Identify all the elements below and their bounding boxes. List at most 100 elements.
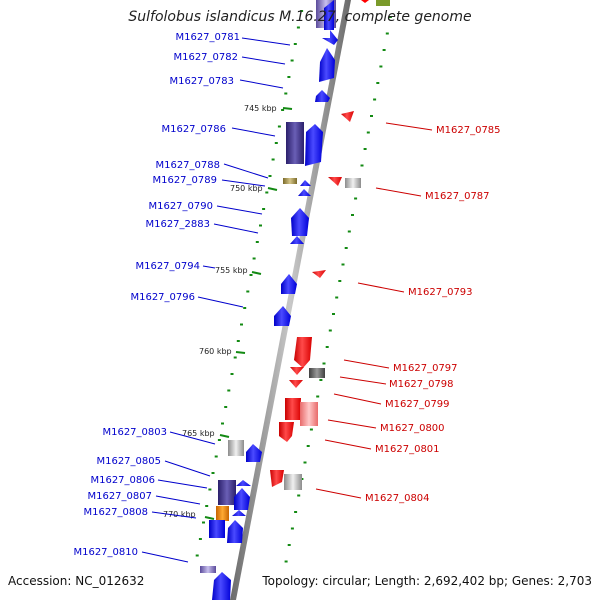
gene-label[interactable]: M1627_0788 xyxy=(155,160,220,171)
scale-dot xyxy=(281,109,285,111)
scale-dots xyxy=(195,10,392,563)
gene-feature[interactable] xyxy=(328,177,342,186)
gene-label[interactable]: M1627_0804 xyxy=(365,493,430,504)
gene-label[interactable]: M1627_0781 xyxy=(175,32,240,43)
scale-dot xyxy=(211,472,215,474)
gene-label[interactable]: M1627_0793 xyxy=(408,287,473,298)
scale-dot xyxy=(217,439,221,441)
scale-dot xyxy=(252,257,256,260)
gene-feature[interactable] xyxy=(324,0,334,30)
gene-feature[interactable] xyxy=(376,0,390,6)
gene-feature[interactable] xyxy=(341,111,354,122)
gene-label[interactable]: M1627_0798 xyxy=(389,379,454,390)
scale-dot xyxy=(373,98,377,101)
gene-label[interactable]: M1627_0800 xyxy=(380,423,445,434)
gene-feature[interactable] xyxy=(228,440,244,456)
scale-dot xyxy=(230,373,234,375)
scale-dot xyxy=(284,560,288,563)
gene-feature[interactable] xyxy=(345,178,361,188)
scale-dot xyxy=(293,43,297,45)
gene-label[interactable]: M1627_0810 xyxy=(73,547,138,558)
scale-dot xyxy=(382,49,386,51)
map-title: Sulfolobus islandicus M.16.27, complete … xyxy=(128,9,472,25)
gene-label[interactable]: M1627_0794 xyxy=(135,261,200,272)
kbp-label: 745 kbp xyxy=(244,104,277,113)
gene-feature[interactable] xyxy=(300,402,318,426)
kbp-label: 760 kbp xyxy=(199,347,232,356)
scale-dot xyxy=(296,26,300,29)
gene-feature[interactable] xyxy=(322,30,338,45)
kbp-label: 765 kbp xyxy=(182,429,215,438)
gene-label[interactable]: M1627_0789 xyxy=(152,175,217,186)
gene-feature[interactable] xyxy=(274,306,291,326)
scale-dot xyxy=(277,125,281,128)
gene-label[interactable]: M1627_0785 xyxy=(436,125,501,136)
gene-label[interactable]: M1627_0790 xyxy=(148,201,213,212)
gene-feature[interactable] xyxy=(279,422,294,442)
gene-feature[interactable] xyxy=(232,510,246,516)
gene-feature[interactable] xyxy=(286,122,304,164)
scale-dot xyxy=(284,92,288,95)
gene-label[interactable]: M1627_0808 xyxy=(83,507,148,518)
scale-dot xyxy=(236,340,240,342)
gene-feature[interactable] xyxy=(319,48,335,82)
scale-dot xyxy=(379,65,383,68)
scale-dot xyxy=(290,527,294,530)
scale-dot xyxy=(214,455,218,458)
accession-text: Accession: NC_012632 xyxy=(8,574,145,588)
scale-dot xyxy=(240,323,243,326)
gene-feature[interactable] xyxy=(236,480,251,486)
gene-feature[interactable] xyxy=(284,474,302,490)
gene-feature[interactable] xyxy=(270,470,284,487)
gene-label[interactable]: M1627_0782 xyxy=(173,52,238,63)
scale-dot xyxy=(341,263,345,266)
gene-feature[interactable] xyxy=(315,90,330,102)
scale-dot xyxy=(265,191,269,194)
kbp-labels: 745 kbp 750 kbp 755 kbp 760 kbp 765 kbp … xyxy=(163,104,277,519)
gene-feature[interactable] xyxy=(200,566,216,573)
gene-feature[interactable] xyxy=(209,520,225,538)
scale-dot xyxy=(255,241,259,243)
scale-dot xyxy=(338,280,342,282)
gene-feature[interactable] xyxy=(300,180,311,186)
gene-label[interactable]: M1627_0796 xyxy=(130,292,195,303)
gene-feature[interactable] xyxy=(312,270,326,278)
gene-label[interactable]: M1627_0807 xyxy=(87,491,152,502)
gene-feature[interactable] xyxy=(291,208,309,236)
scale-dot xyxy=(287,544,291,546)
gene-feature[interactable] xyxy=(218,480,236,505)
scale-dot xyxy=(319,379,323,381)
gene-feature[interactable] xyxy=(281,274,297,294)
gene-feature[interactable] xyxy=(294,337,312,368)
gene-label[interactable]: M1627_0803 xyxy=(102,427,167,438)
gene-feature[interactable] xyxy=(216,506,229,521)
gene-feature[interactable] xyxy=(290,367,304,375)
gene-feature[interactable] xyxy=(309,368,325,378)
scale-dot xyxy=(370,115,373,117)
forward-genes xyxy=(200,0,338,600)
gene-feature[interactable] xyxy=(234,488,250,510)
gene-label[interactable]: M1627_0799 xyxy=(385,399,450,410)
gene-feature[interactable] xyxy=(283,178,297,184)
gene-label[interactable]: M1627_0801 xyxy=(375,444,440,455)
gene-feature[interactable] xyxy=(246,444,262,462)
gene-feature[interactable] xyxy=(289,380,303,388)
scale-dot xyxy=(268,175,272,177)
gene-feature[interactable] xyxy=(227,520,243,543)
gene-feature[interactable] xyxy=(361,0,369,3)
gene-label[interactable]: M1627_0787 xyxy=(425,191,490,202)
scale-dot xyxy=(287,76,291,78)
gene-feature[interactable] xyxy=(212,572,231,600)
scale-dot xyxy=(360,164,364,167)
gene-feature[interactable] xyxy=(305,124,323,166)
scale-dot xyxy=(322,362,326,365)
gene-feature[interactable] xyxy=(285,398,301,420)
gene-label[interactable]: M1627_0797 xyxy=(393,363,458,374)
gene-label[interactable]: M1627_0783 xyxy=(169,76,234,87)
gene-label[interactable]: M1627_0806 xyxy=(90,475,155,486)
gene-feature[interactable] xyxy=(298,189,311,196)
gene-label[interactable]: M1627_0786 xyxy=(161,124,226,135)
gene-label[interactable]: M1627_2883 xyxy=(145,219,210,230)
gene-feature[interactable] xyxy=(290,236,304,244)
gene-label[interactable]: M1627_0805 xyxy=(96,456,161,467)
